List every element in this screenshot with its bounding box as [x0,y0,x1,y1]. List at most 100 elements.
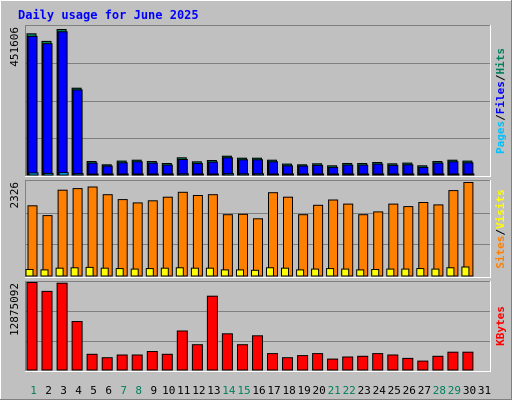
bar-files-day-12 [192,163,203,176]
bar-kbytes-day-29 [447,351,459,371]
x-label-day-7: 7 [120,384,127,397]
bar-visits-day-17 [266,267,274,277]
bar-pages-day-26 [404,173,415,176]
bar-sites-day-20 [313,204,324,277]
bar-pages-day-12 [193,173,204,176]
x-label-day-25: 25 [388,384,401,397]
bar-pages-day-20 [314,173,325,176]
x-label-day-13: 13 [207,384,220,397]
x-label-day-27: 27 [418,384,431,397]
bar-sites-day-17 [268,192,278,277]
bar-pages-day-17 [269,173,279,176]
bar-kbytes-day-21 [327,358,339,371]
x-label-day-18: 18 [282,384,295,397]
legend-item: Visits [494,189,507,229]
bar-sites-day-26 [403,206,414,277]
bar-visits-day-3 [55,267,64,277]
x-label-day-1: 1 [30,384,37,397]
panel-legend: Sites/Visits [494,189,507,269]
x-label-day-14: 14 [222,384,236,397]
bar-files-day-5 [87,162,98,176]
panel-legend: Pages/Files/Hits [494,48,507,154]
bar-sites-day-2 [42,215,53,277]
bar-visits-day-22 [341,268,350,277]
bar-kbytes-day-30 [462,351,474,371]
bar-visits-day-14 [220,269,229,277]
bar-pages-day-27 [419,173,430,176]
bar-files-day-7 [117,162,128,176]
bar-kbytes-day-26 [402,357,414,371]
bar-kbytes-day-20 [312,353,324,371]
bar-files-day-16 [253,159,263,176]
panel-visits-sites: 2326 Sites/Visits [8,180,507,278]
bar-files-day-26 [403,164,414,176]
bar-pages-day-29 [449,173,460,176]
bar-kbytes-day-1 [26,282,38,371]
bar-files-day-1 [27,35,38,176]
x-label-day-9: 9 [150,384,157,397]
bar-sites-day-29 [448,190,459,277]
bar-visits-day-20 [311,268,320,277]
bar-sites-day-18 [283,196,293,277]
bar-visits-day-30 [461,266,470,277]
bar-visits-day-29 [446,267,455,277]
bar-sites-day-25 [388,203,399,277]
bar-pages-day-28 [434,173,445,176]
bar-sites-day-13 [207,194,218,277]
bar-pages-day-3 [58,172,69,176]
bar-pages-day-24 [374,173,385,176]
bar-visits-day-2 [40,269,49,277]
x-label-day-26: 26 [403,384,416,397]
bar-files-day-24 [373,163,384,176]
bar-kbytes-day-3 [56,282,68,371]
bar-kbytes-day-6 [101,357,113,371]
bar-visits-day-10 [160,267,169,277]
x-label-day-2: 2 [45,384,52,397]
bar-visits-day-1 [25,269,34,277]
bar-visits-day-15 [236,269,244,277]
x-label-day-17: 17 [267,384,280,397]
bar-visits-day-27 [416,268,425,277]
bar-visits-day-24 [371,269,380,277]
bar-visits-day-6 [100,267,109,277]
legend-item: Files [494,81,507,114]
bar-files-day-14 [222,157,233,176]
bar-files-day-4 [72,89,83,176]
bar-pages-day-9 [148,173,159,176]
bar-sites-day-28 [433,204,444,277]
x-axis-labels: 1 2 3 4 5 6 7 8 9 10 11 12 13 14 15 16 17 18 19 20 21 22 23 24 2… [30,384,491,397]
x-label-day-12: 12 [192,384,205,397]
bar-pages-day-2 [43,172,54,176]
x-label-day-28: 28 [433,384,446,397]
bar-visits-day-11 [175,267,184,277]
bar-pages-day-18 [284,173,294,176]
bar-sites-day-5 [87,186,98,277]
bar-visits-day-7 [115,268,124,277]
bar-kbytes-day-22 [342,356,354,371]
x-label-day-29: 29 [448,384,461,397]
legend-item: Hits [494,48,507,75]
bar-files-day-8 [132,161,143,176]
legend-item: Pages [494,121,507,154]
y-max-label: 2326 [8,182,21,209]
bar-sites-day-1 [27,205,38,277]
legend-item: / [494,229,507,236]
bar-visits-day-8 [130,268,139,277]
bar-files-day-11 [177,159,188,176]
bar-kbytes-day-15 [237,344,248,371]
bar-pages-day-19 [299,173,310,176]
bar-pages-day-23 [359,173,370,176]
bar-sites-day-22 [343,203,354,277]
bar-kbytes-day-4 [71,321,83,371]
chart-title: Daily usage for June 2025 [18,8,199,22]
bar-sites-day-21 [328,199,339,277]
x-label-day-10: 10 [162,384,175,397]
bar-pages-day-21 [329,173,340,176]
bar-kbytes-day-14 [221,333,233,371]
x-label-day-5: 5 [90,384,97,397]
bar-kbytes-day-5 [86,353,98,371]
x-label-day-11: 11 [177,384,190,397]
bar-sites-day-11 [177,191,188,277]
bar-visits-day-26 [401,268,410,277]
bar-pages-day-7 [118,173,129,176]
